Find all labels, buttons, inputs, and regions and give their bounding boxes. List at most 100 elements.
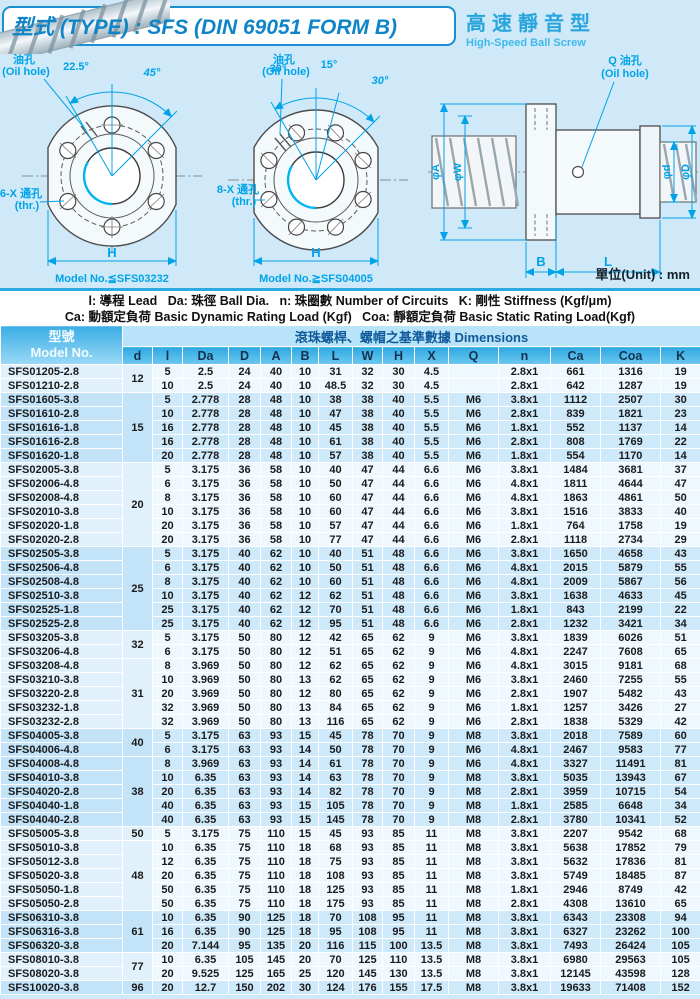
value-cell: 93 (260, 812, 292, 827)
value-cell: M8 (448, 966, 499, 981)
value-cell: 9 (414, 714, 449, 729)
value-cell: 28 (228, 392, 261, 407)
value-cell: 1758 (600, 518, 661, 533)
value-cell: 5482 (600, 686, 661, 701)
value-cell: 25 (291, 966, 319, 981)
table-row: SFS05005-3.8 50 5 3.175 75 110 15 45 93 85 11 M8 3.8… (0, 826, 700, 841)
value-cell: 11 (414, 882, 449, 897)
d-cell: 12 (122, 364, 153, 393)
value-cell: 5632 (550, 854, 601, 869)
table-row: SFS04005-3.8 40 5 3.175 63 93 15 45 78 70 9 M8 3.8x1… (0, 728, 700, 757)
table-row: SFS04020-2.8 20 6.35 63 93 14 82 78 70 9 M8 2.8x1 39… (0, 784, 700, 799)
value-cell: 80 (260, 714, 292, 729)
value-cell: 4.8x1 (498, 742, 551, 757)
value-cell: 4861 (600, 490, 661, 505)
value-cell: 52 (659, 812, 700, 827)
value-cell: 18 (291, 840, 319, 855)
value-cell: 65 (352, 644, 383, 659)
table-row: SFS01605-3.8 15 5 2.778 28 48 10 38 38 40 5.5 M6 3.8… (0, 392, 700, 463)
value-cell: 3.175 (182, 490, 229, 505)
value-cell: 1.8x1 (498, 420, 551, 435)
value-cell: 51 (352, 574, 383, 589)
model-no-header-en: Model No. (30, 345, 93, 360)
value-cell: M8 (448, 812, 499, 827)
value-cell: 5 (152, 728, 183, 743)
value-cell: M6 (448, 476, 499, 491)
model-cell: SFS01605-3.8 (0, 392, 123, 407)
value-cell: 6.35 (182, 882, 229, 897)
value-cell: M6 (448, 448, 499, 463)
value-cell: 23262 (600, 924, 661, 939)
model-cell: SFS05010-3.8 (0, 840, 123, 855)
value-cell: 13 (291, 700, 319, 715)
oil-hole-label-zh: 油孔 (13, 52, 35, 66)
value-cell: 36 (228, 462, 261, 477)
value-cell: 2460 (550, 672, 601, 687)
value-cell: 20 (152, 868, 183, 883)
value-cell: 2.8x1 (498, 896, 551, 911)
value-cell: 12 (291, 630, 319, 645)
value-cell: 40 (659, 504, 700, 519)
value-cell: 3.8x1 (498, 770, 551, 785)
value-cell: 4.8x1 (498, 574, 551, 589)
table-row: SFS05010-3.8 48 10 6.35 75 110 18 68 93 85 11 M8 3.8… (0, 840, 700, 911)
value-cell: 3.969 (182, 714, 229, 729)
value-cell: 8 (152, 574, 183, 589)
table-row: SFS08010-3.8 77 10 6.35 105 145 20 70 125 110 13.5… (0, 952, 700, 981)
value-cell: 48 (382, 546, 415, 561)
value-cell: 17852 (600, 840, 661, 855)
value-cell: 125 (352, 952, 383, 967)
value-cell: 26424 (600, 938, 661, 953)
value-cell: 61 (318, 756, 353, 771)
value-cell: 75 (228, 854, 261, 869)
value-cell: 6.6 (414, 616, 449, 631)
value-cell: 85 (382, 868, 415, 883)
value-cell: 50 (228, 700, 261, 715)
value-cell: 51 (659, 630, 700, 645)
value-cell: 14 (291, 784, 319, 799)
value-cell: 54 (659, 784, 700, 799)
value-cell: 47 (318, 406, 353, 421)
value-cell: 48 (260, 420, 292, 435)
value-cell: M6 (448, 490, 499, 505)
value-cell: M8 (448, 770, 499, 785)
value-cell: 40 (152, 798, 183, 813)
value-cell: 110 (260, 826, 292, 841)
value-cell: 65 (659, 644, 700, 659)
col-header-Q: Q (448, 346, 499, 365)
value-cell: 6 (152, 476, 183, 491)
col-header-K: K (659, 346, 700, 365)
value-cell: 50 (228, 714, 261, 729)
table-row: SFS01616-1.8 16 2.778 28 48 10 45 38 40 5.5 M6 1.8x… (0, 420, 700, 435)
dim-h-label: H (311, 245, 320, 260)
value-cell: 75 (318, 854, 353, 869)
value-cell: 115 (352, 938, 383, 953)
value-cell: 14 (659, 420, 700, 435)
value-cell: 13 (291, 672, 319, 687)
value-cell: 105 (659, 938, 700, 953)
value-cell: 40 (228, 574, 261, 589)
value-cell: 3959 (550, 784, 601, 799)
value-cell: 3.175 (182, 546, 229, 561)
value-cell: 80 (260, 672, 292, 687)
value-cell: 6327 (550, 924, 601, 939)
table-row: SFS10020-3.8 96 20 12.7 150 202 30 124 176 155 17.… (0, 980, 700, 995)
value-cell: 105 (659, 952, 700, 967)
col-header-Ca: Ca (550, 346, 601, 365)
value-cell: 38 (352, 434, 383, 449)
value-cell: 13.5 (414, 952, 449, 967)
oil-hole-q-label-zh: Q 油孔 (608, 53, 642, 67)
value-cell: 68 (659, 826, 700, 841)
d-cell: 77 (122, 952, 153, 981)
value-cell: M6 (448, 644, 499, 659)
value-cell: 16 (152, 924, 183, 939)
dim-h-label: H (107, 245, 116, 260)
table-row: SFS03208-4.8 31 8 3.969 50 80 12 62 65 62 9 M6 4.8x1… (0, 658, 700, 729)
value-cell: 2.778 (182, 406, 229, 421)
value-cell: 25 (152, 616, 183, 631)
value-cell: 40 (382, 406, 415, 421)
value-cell: 30 (291, 980, 319, 995)
value-cell: 3.8x1 (498, 826, 551, 841)
value-cell: 6.6 (414, 462, 449, 477)
value-cell: 9 (414, 644, 449, 659)
